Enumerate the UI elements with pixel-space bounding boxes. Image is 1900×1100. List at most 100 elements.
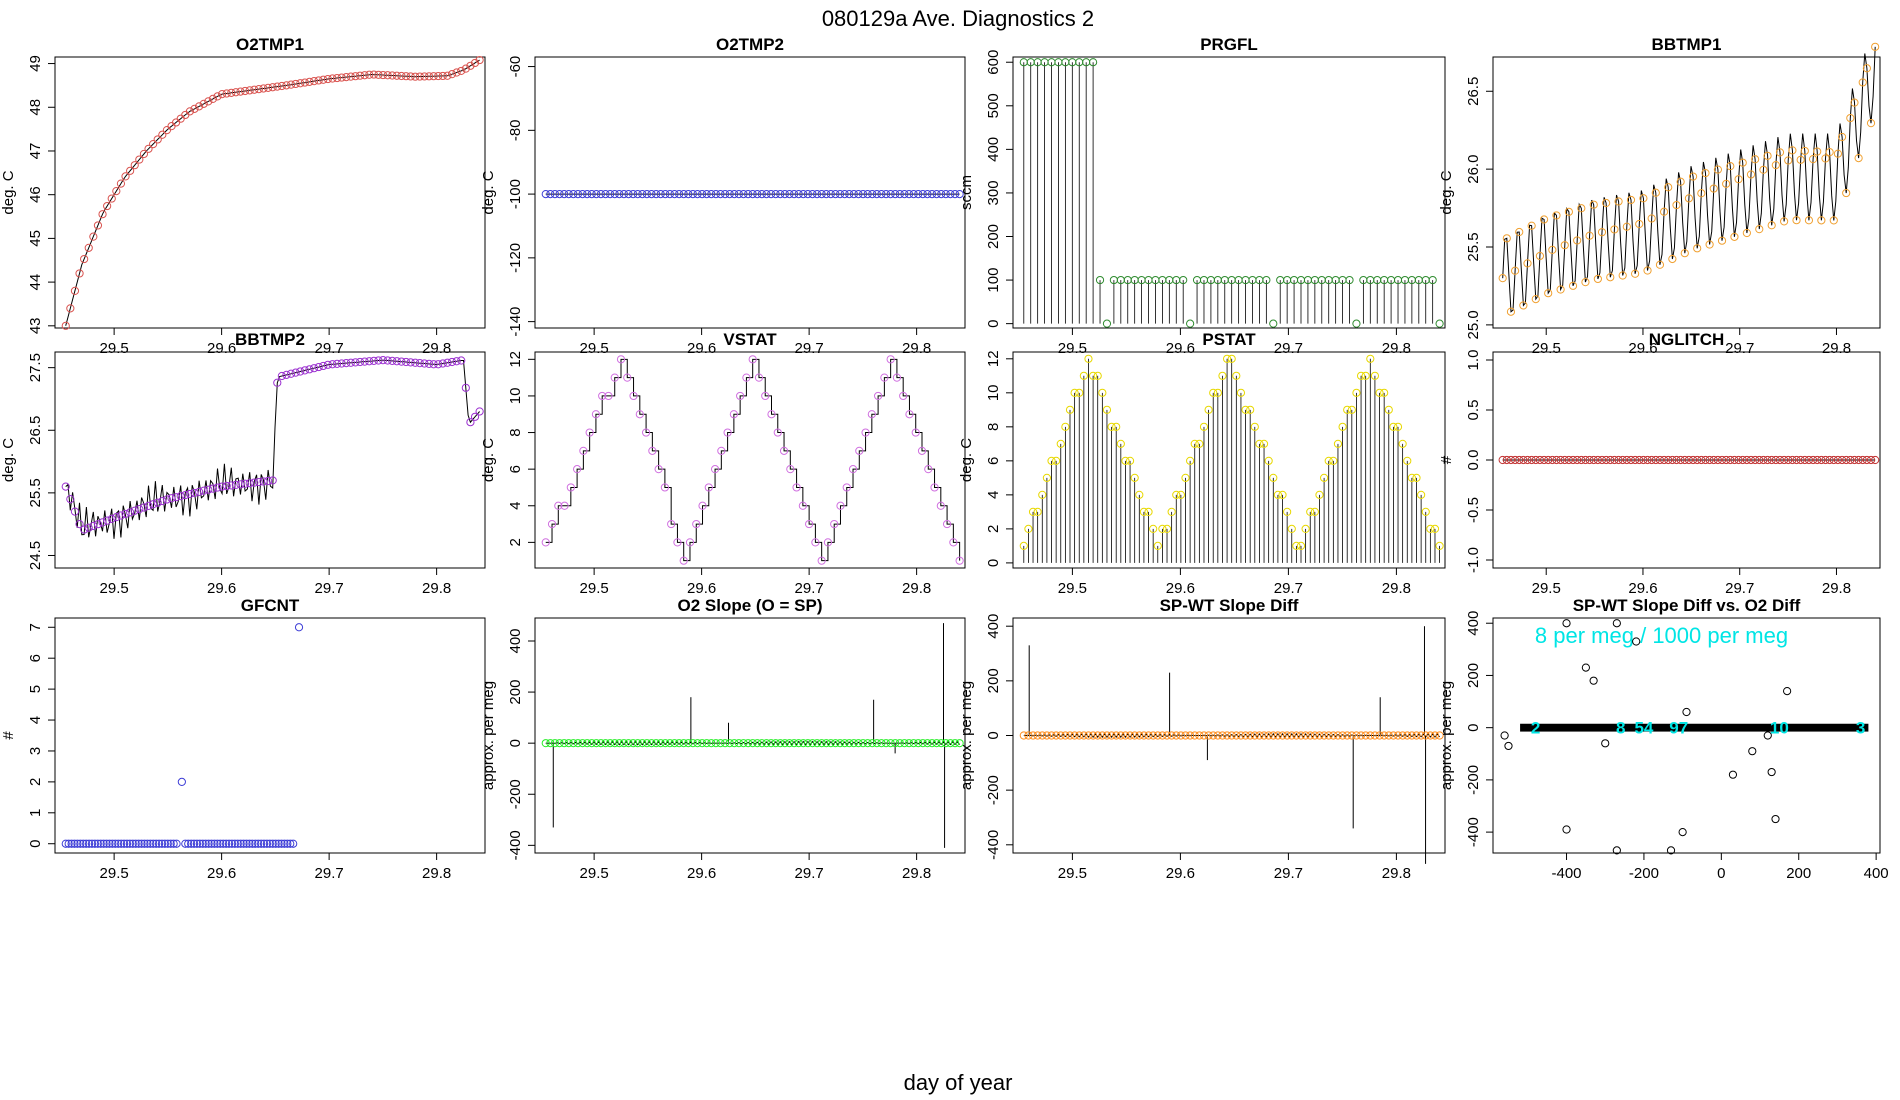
data-point (554, 501, 563, 510)
y-tick-label: 43 (27, 317, 44, 334)
data-point (1500, 731, 1509, 740)
data-point (1093, 371, 1102, 380)
data-point (736, 391, 745, 401)
data-point (259, 839, 269, 848)
y-tick-label: 200 (985, 224, 1002, 249)
data-point (1850, 98, 1859, 107)
y-tick-label: 48 (27, 99, 44, 116)
data-point (1573, 455, 1582, 465)
data-point (131, 839, 140, 848)
x-tick-label: 29.8 (1382, 340, 1411, 357)
data-point (294, 623, 304, 632)
data-point (848, 465, 858, 474)
data-point (411, 72, 420, 81)
data-point (181, 490, 190, 500)
data-point (1296, 541, 1306, 550)
data-point (1585, 455, 1594, 465)
data-point (185, 107, 195, 116)
data-point (259, 477, 268, 486)
data-point (619, 739, 629, 748)
data-point (688, 739, 698, 748)
data-point (66, 304, 75, 313)
data-point (610, 739, 619, 748)
data-point (1808, 155, 1818, 164)
data-point (1375, 731, 1384, 740)
data-point (598, 391, 607, 401)
data-point (1301, 731, 1310, 740)
data-point (1589, 676, 1598, 685)
data-point (1153, 541, 1162, 550)
data-point (1056, 731, 1065, 740)
data-point (688, 189, 698, 199)
data-point (112, 513, 121, 522)
data-point (286, 369, 296, 378)
data-point (1560, 241, 1569, 250)
data-point (803, 189, 812, 199)
data-point (1535, 455, 1545, 465)
data-point (1523, 259, 1532, 268)
data-point (1697, 189, 1706, 198)
x-tick-label: 29.5 (100, 340, 129, 357)
data-point (1632, 637, 1641, 646)
data-point (1181, 731, 1190, 740)
y-tick-label: 3 (27, 747, 44, 755)
data-point (210, 839, 219, 848)
data-point (840, 189, 849, 199)
data-point (1562, 619, 1571, 628)
data-point (360, 71, 369, 80)
data-point (863, 189, 872, 199)
data-point (1780, 217, 1789, 226)
data-point (1222, 354, 1232, 363)
y-tick-label: 0 (27, 840, 44, 848)
x-tick-label: 29.5 (580, 580, 609, 597)
panel-title: SP-WT Slope Diff (1160, 596, 1299, 615)
data-point (116, 179, 126, 188)
data-point (1581, 663, 1590, 672)
data-point (1767, 221, 1776, 230)
data-line (65, 359, 480, 539)
data-point (114, 839, 123, 848)
data-point (351, 358, 360, 367)
y-tick-label: 400 (1465, 611, 1482, 636)
data-point (80, 254, 89, 264)
y-axis-label: approx. per meg (958, 681, 975, 790)
data-point (909, 189, 918, 199)
y-tick-label: 45 (27, 230, 44, 247)
data-point (1366, 354, 1375, 363)
data-point (794, 189, 803, 199)
y-tick-label: 4 (507, 502, 524, 510)
data-point (766, 189, 776, 199)
x-tick-label: 29.6 (207, 580, 236, 597)
data-point (121, 509, 130, 519)
data-point (1783, 687, 1792, 696)
data-point (420, 359, 429, 368)
data-point (1593, 274, 1602, 284)
data-point (1167, 731, 1176, 740)
data-point (1135, 731, 1144, 740)
data-point (1751, 155, 1760, 164)
data-point (675, 189, 684, 199)
data-point (1084, 731, 1093, 740)
data-point (314, 362, 323, 372)
data-point (720, 189, 730, 199)
data-point (1705, 455, 1714, 465)
data-point (254, 839, 263, 848)
data-point (742, 373, 751, 382)
data-point (1241, 731, 1250, 740)
y-tick-label: 7 (27, 623, 44, 631)
plot-frame (54, 351, 486, 569)
x-tick-label: 29.6 (1628, 580, 1657, 597)
panel-title: PRGFL (1200, 35, 1258, 54)
data-point (1024, 731, 1033, 740)
data-point (1430, 524, 1440, 533)
data-point (1052, 456, 1061, 465)
data-point (1116, 731, 1125, 740)
data-point (392, 71, 401, 80)
data-point (734, 739, 743, 748)
y-tick-label: -140 (507, 307, 524, 337)
data-point (1631, 455, 1640, 465)
data-point (1370, 371, 1380, 380)
data-point (1808, 455, 1818, 465)
data-point (461, 64, 470, 73)
data-point (90, 839, 100, 848)
